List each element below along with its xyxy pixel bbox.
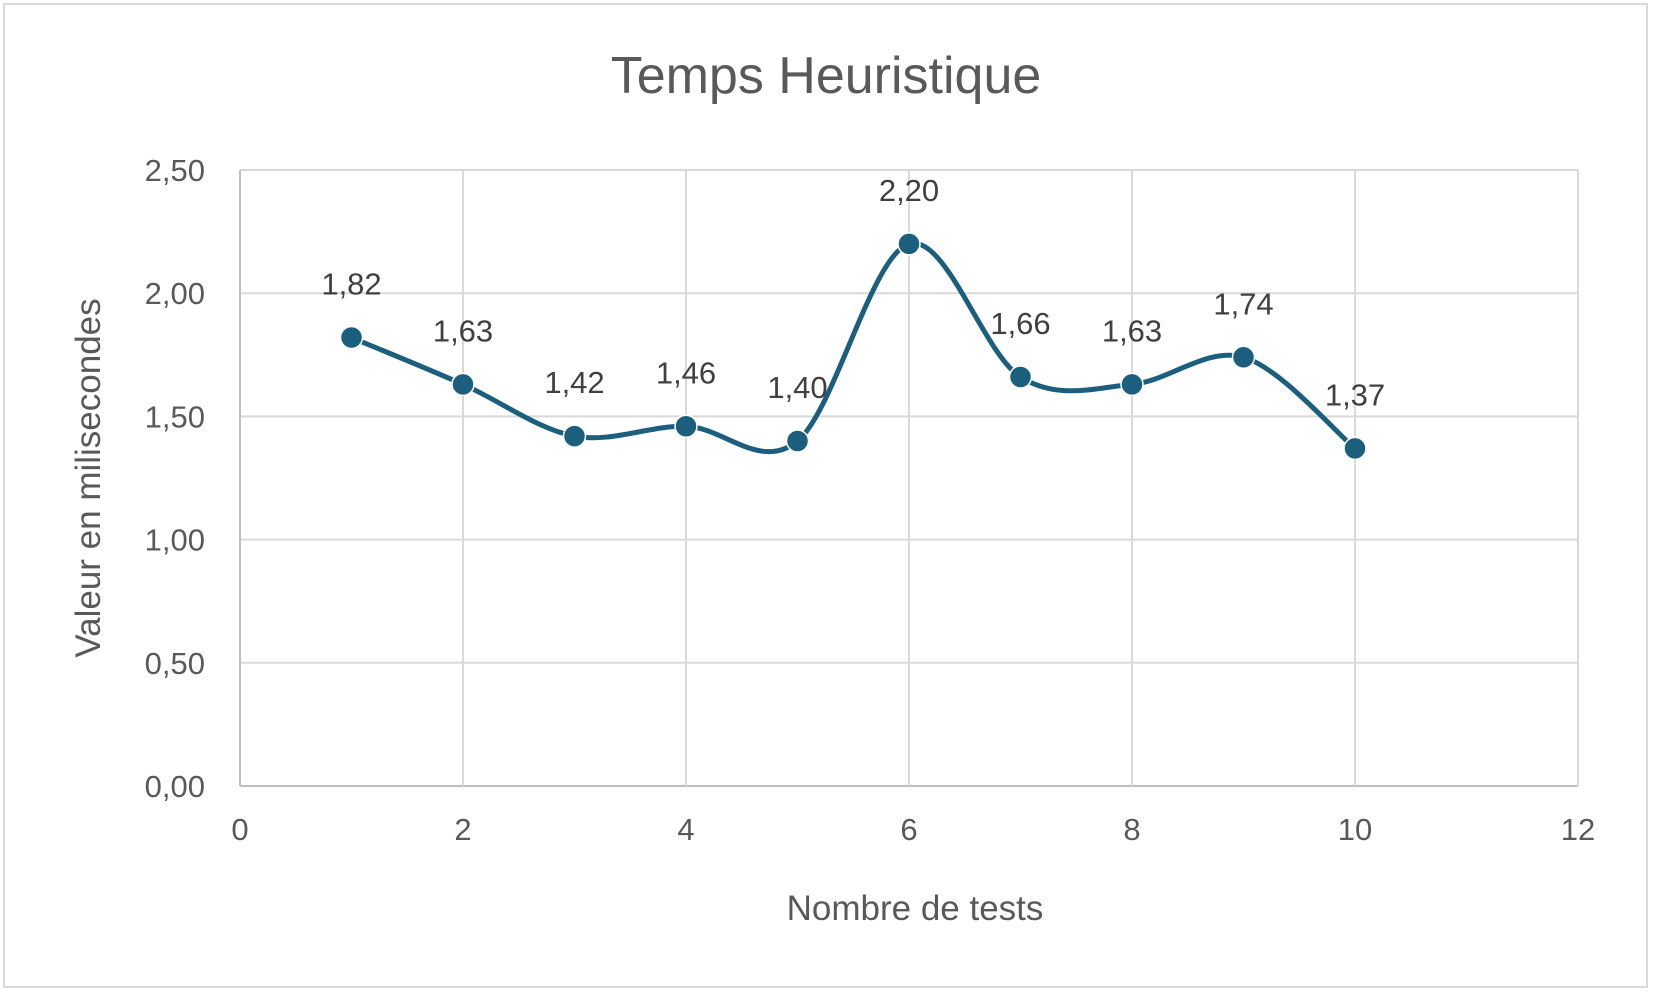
data-point (562, 424, 587, 448)
y-tick-label: 0,50 (145, 646, 205, 681)
x-tick-label: 4 (677, 812, 694, 847)
y-tick-label: 0,00 (145, 769, 205, 804)
y-axis-label: Valeur en milisecondes (69, 298, 108, 657)
data-label: 1,66 (990, 306, 1050, 341)
data-label: 1,42 (544, 365, 604, 400)
data-markers (339, 232, 1367, 461)
data-point (451, 372, 475, 397)
gridlines (239, 169, 1579, 787)
x-tick-label: 10 (1338, 812, 1372, 847)
tick-labels: 0,00 0,50 1,00 1,50 2,00 2,50 0 2 4 6 8 10 12 (145, 153, 1596, 847)
y-tick-label: 2,00 (145, 276, 205, 311)
data-label: 1,63 (1102, 313, 1162, 348)
y-tick-label: 1,50 (145, 399, 205, 434)
y-tick-label: 1,00 (145, 523, 205, 558)
x-tick-label: 2 (454, 812, 471, 847)
data-point (339, 325, 364, 350)
data-labels: 1,82 1,63 1,42 1,46 1,40 2,20 1,66 1,63 1,74 1,37 (321, 173, 1385, 413)
data-point (674, 414, 698, 439)
data-label: 2,20 (879, 173, 939, 208)
data-label: 1,46 (656, 355, 716, 390)
data-label: 1,37 (1325, 377, 1385, 412)
x-tick-label: 0 (231, 812, 248, 847)
data-label: 1,82 (321, 267, 381, 302)
data-point (1008, 365, 1033, 389)
x-tick-label: 6 (900, 812, 917, 847)
data-label: 1,63 (433, 313, 493, 348)
data-label: 1,40 (767, 370, 827, 405)
x-axis-label: Nombre de tests (787, 889, 1044, 928)
x-tick-label: 8 (1123, 812, 1140, 847)
data-point (785, 429, 810, 453)
data-label: 1,74 (1213, 286, 1273, 321)
chart-frame (3, 3, 1648, 988)
data-point (897, 232, 921, 256)
series-line (349, 240, 1358, 455)
data-point (1231, 345, 1256, 370)
data-point (1120, 372, 1144, 397)
chart-title: Temps Heuristique (611, 47, 1042, 105)
data-point (1343, 436, 1367, 461)
x-tick-label: 12 (1561, 812, 1595, 847)
y-tick-label: 2,50 (145, 153, 205, 188)
